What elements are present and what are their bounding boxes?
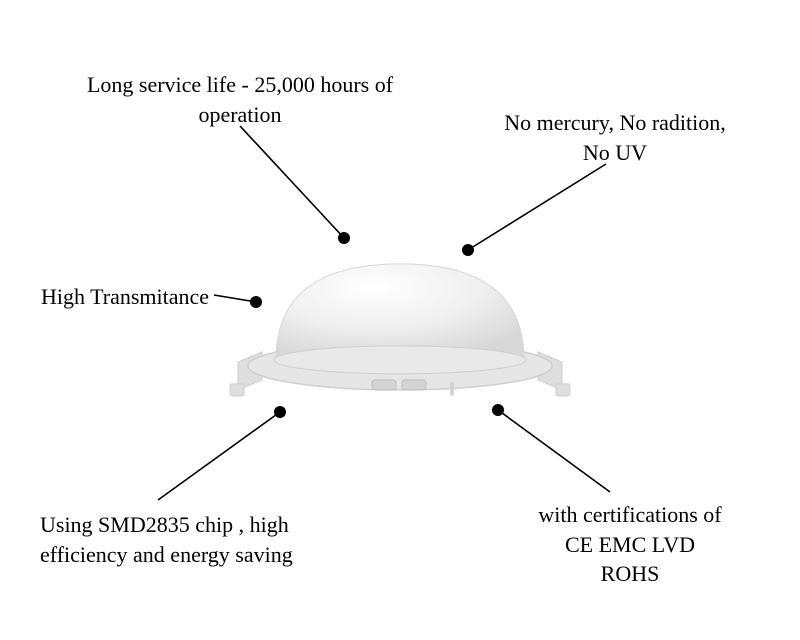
callout-line: Using SMD2835 chip , high xyxy=(40,512,289,537)
callout-service-life: Long service life - 25,000 hours of opera… xyxy=(60,70,420,129)
callout-transmitance: High Transmitance xyxy=(20,282,230,312)
leader-line-service-life xyxy=(240,126,344,238)
callout-line: efficiency and energy saving xyxy=(40,542,293,567)
callout-line: with certifications of xyxy=(538,502,721,527)
callout-line: Long service life - 25,000 hours of xyxy=(87,72,393,97)
callout-line: ROHS xyxy=(601,561,660,586)
callout-smd-chip: Using SMD2835 chip , high efficiency and … xyxy=(40,510,360,569)
callout-line: No UV xyxy=(583,140,647,165)
callout-line: CE EMC LVD xyxy=(565,532,695,557)
callout-certifications: with certifications of CE EMC LVD ROHS xyxy=(500,500,760,589)
callout-no-mercury: No mercury, No radition, No UV xyxy=(480,108,750,167)
product-illustration xyxy=(200,234,600,439)
callout-line: operation xyxy=(198,102,281,127)
callout-line: High Transmitance xyxy=(41,284,209,309)
callout-line: No mercury, No radition, xyxy=(504,110,726,135)
